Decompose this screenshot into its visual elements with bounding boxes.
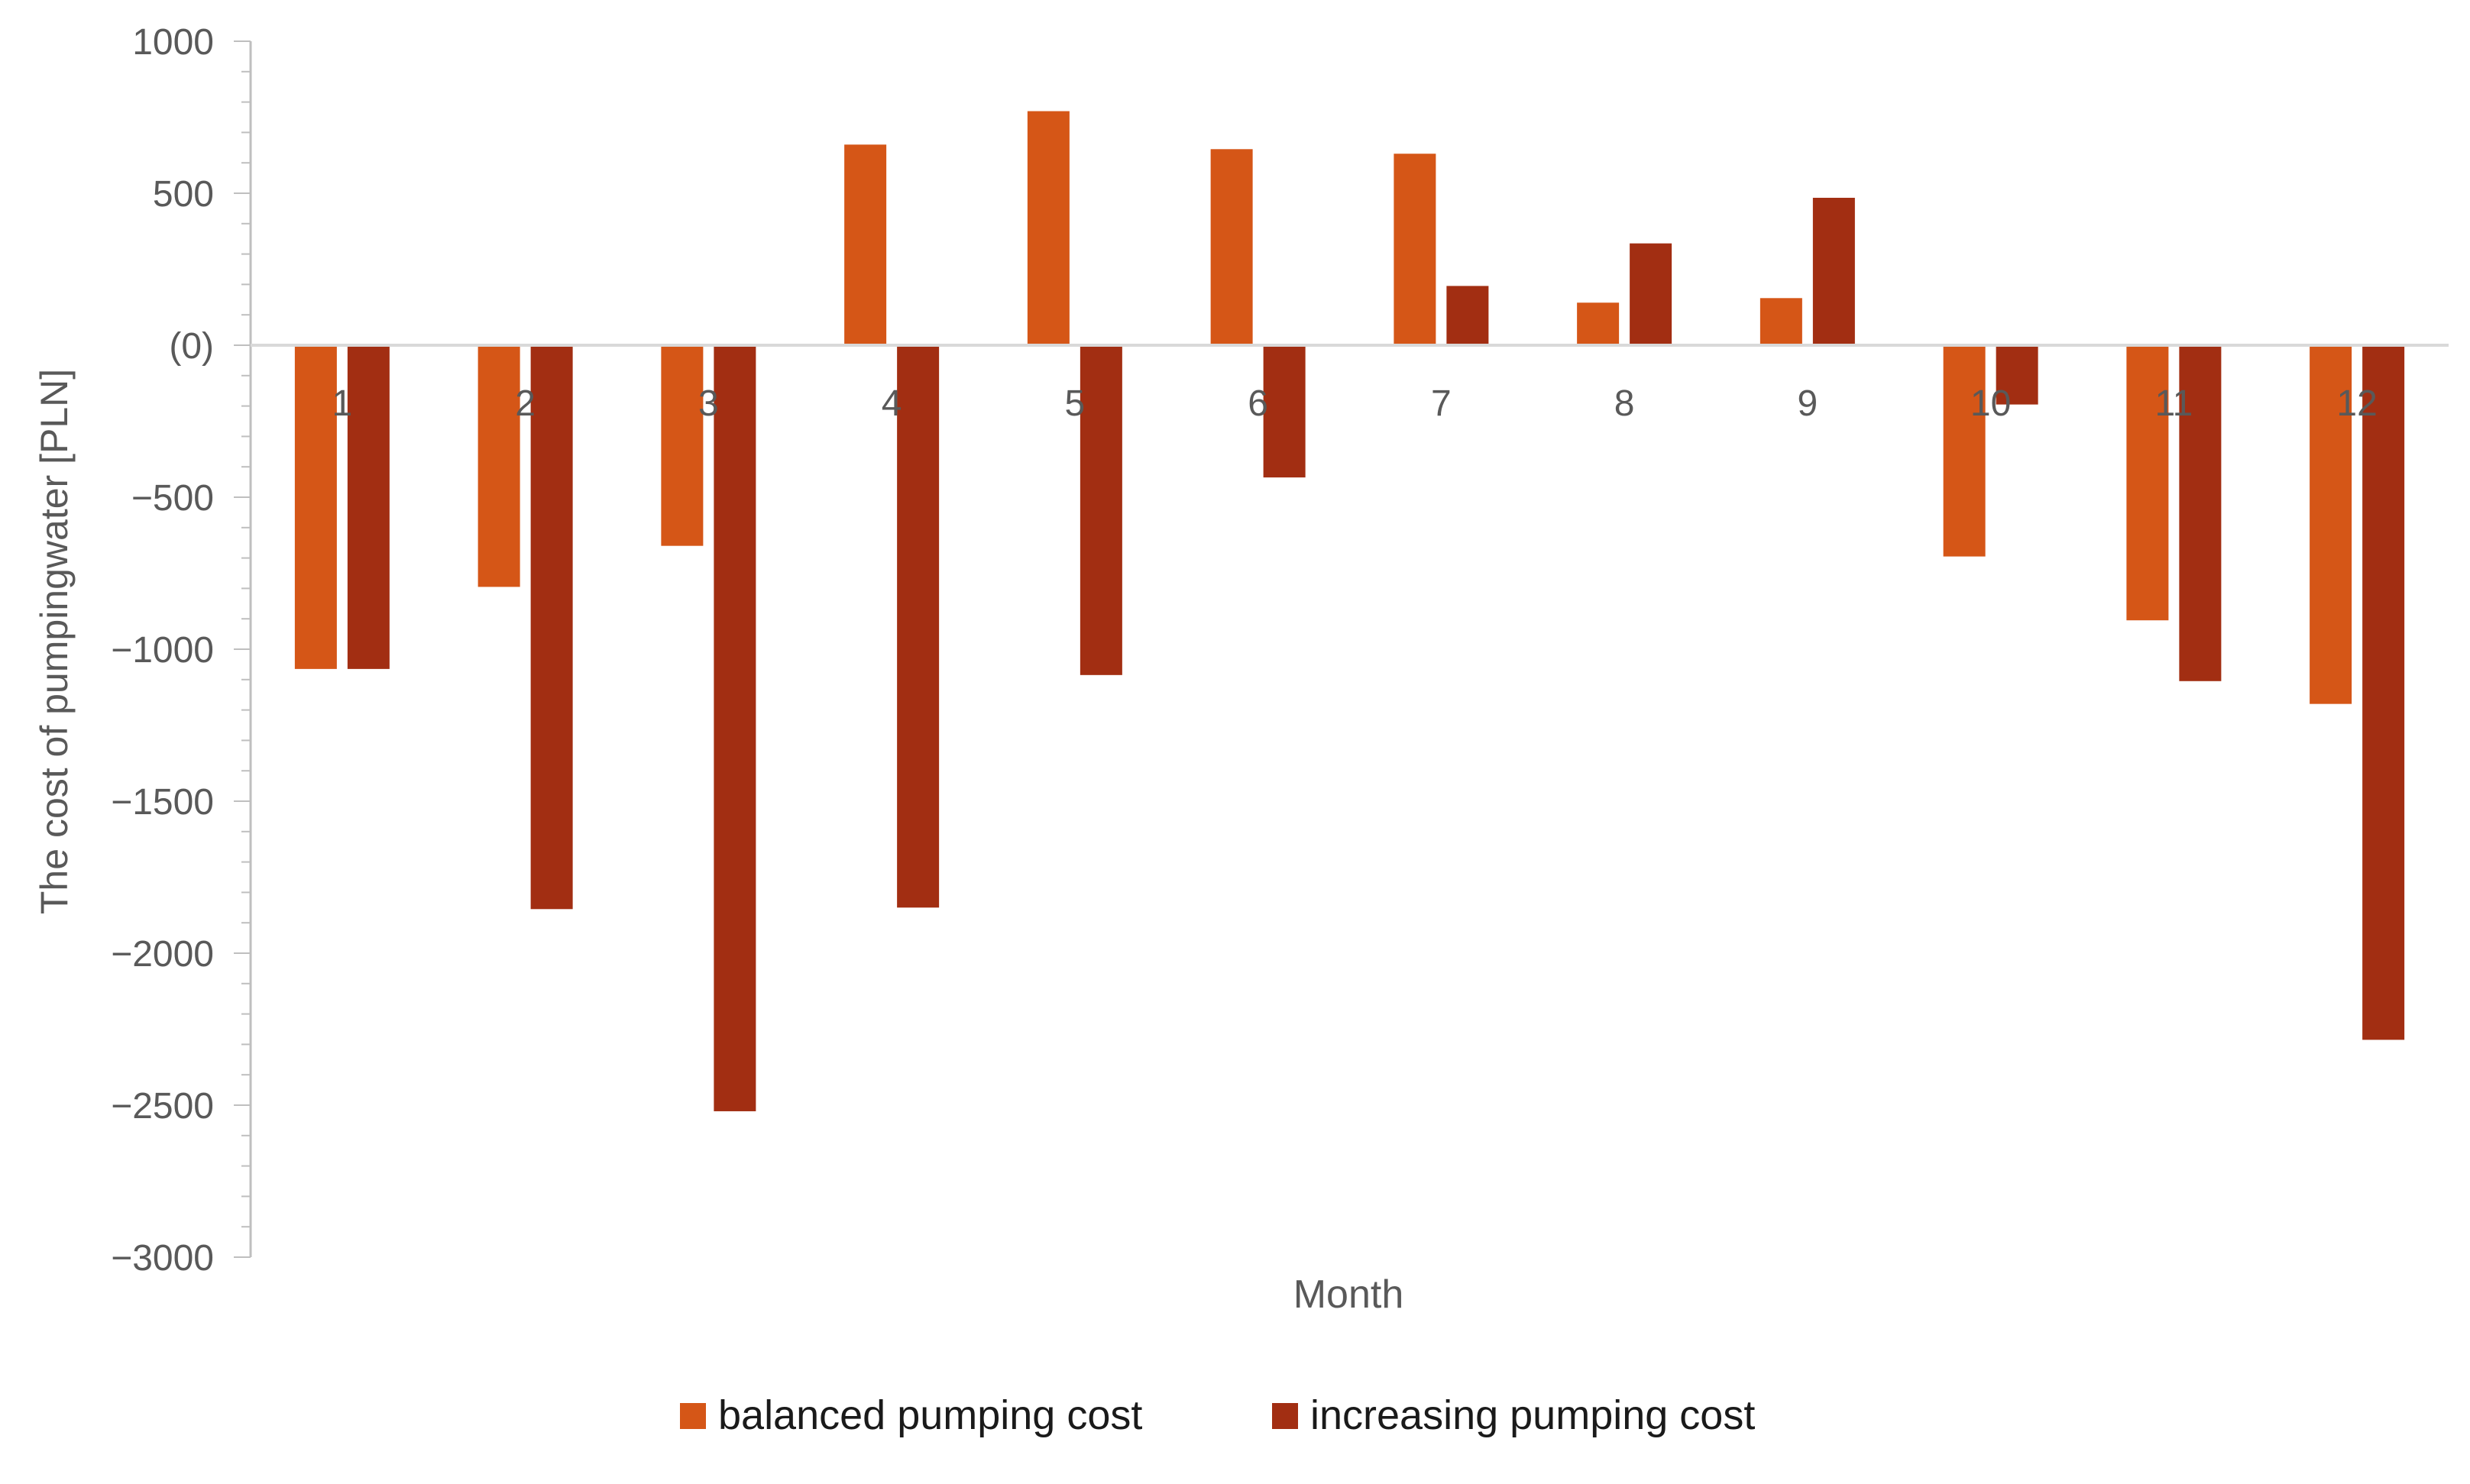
bar-increasing-month-7 <box>1446 286 1489 345</box>
bar-balanced-month-5 <box>1027 111 1070 346</box>
bar-balanced-month-3 <box>661 345 704 546</box>
x-tick-label: 12 <box>2336 383 2377 424</box>
y-tick-label: −3000 <box>111 1238 214 1279</box>
bar-balanced-month-1 <box>294 345 337 669</box>
x-tick-label: 4 <box>882 383 902 424</box>
x-tick-label: 6 <box>1248 383 1268 424</box>
x-tick-label: 11 <box>2154 383 2193 424</box>
x-axis-title: Month <box>1293 1272 1404 1317</box>
legend-label: increasing pumping cost <box>1310 1392 1755 1438</box>
legend-swatch <box>680 1403 706 1429</box>
bar-balanced-month-6 <box>1210 149 1253 346</box>
bar-increasing-month-9 <box>1812 197 1855 345</box>
y-tick-label: −500 <box>131 478 214 519</box>
legend: balanced pumping cost increasing pumping … <box>680 1392 1755 1438</box>
y-tick-label: −1000 <box>111 630 214 671</box>
bar-increasing-month-2 <box>530 345 573 910</box>
bar-balanced-month-8 <box>1577 302 1620 345</box>
y-tick-label: (0) <box>169 326 214 367</box>
x-tick-label: 2 <box>515 383 536 424</box>
bar-balanced-month-9 <box>1759 298 1802 345</box>
x-tick-label: 5 <box>1065 383 1086 424</box>
y-axis: 1000 500 (0) −500 −1000 −1500 −2000 −2500 −3000 <box>111 22 252 1279</box>
bar-balanced-month-12 <box>2310 345 2352 704</box>
bar-balanced-month-2 <box>477 345 520 587</box>
x-tick-label: 9 <box>1798 383 1818 424</box>
bar-balanced-month-10 <box>1943 345 1986 557</box>
y-tick-label: 1000 <box>132 22 214 63</box>
y-tick-label: −2000 <box>111 934 214 975</box>
legend-label: balanced pumping cost <box>718 1392 1142 1438</box>
x-tick-label: 1 <box>332 383 353 424</box>
bar-increasing-month-6 <box>1263 345 1306 478</box>
x-tick-label: 7 <box>1431 383 1452 424</box>
bar-increasing-month-1 <box>347 345 390 669</box>
bar-increasing-month-12 <box>2362 345 2405 1040</box>
bar-increasing-month-4 <box>897 345 940 908</box>
bar-balanced-month-7 <box>1394 154 1436 345</box>
legend-swatch <box>1272 1403 1298 1429</box>
y-tick-label: −1500 <box>111 782 214 823</box>
bar-balanced-month-11 <box>2126 345 2169 621</box>
x-tick-label: 8 <box>1614 383 1635 424</box>
x-tick-label: 3 <box>698 383 719 424</box>
y-tick-label: 500 <box>153 174 214 215</box>
y-tick-label: −2500 <box>111 1086 214 1127</box>
y-axis-title: The cost of pumpingwater [PLN] <box>33 369 76 914</box>
bar-increasing-month-3 <box>714 345 756 1111</box>
bar-increasing-month-8 <box>1630 243 1672 345</box>
bar-balanced-month-4 <box>844 144 887 345</box>
x-tick-label: 10 <box>1970 383 2011 424</box>
x-axis: 1 2 3 4 5 6 7 8 9 10 11 12 <box>251 344 2449 424</box>
bar-increasing-month-5 <box>1080 345 1122 675</box>
bars <box>294 111 2405 1111</box>
bar-increasing-month-11 <box>2179 345 2222 681</box>
bar-increasing-month-10 <box>1996 345 2038 405</box>
